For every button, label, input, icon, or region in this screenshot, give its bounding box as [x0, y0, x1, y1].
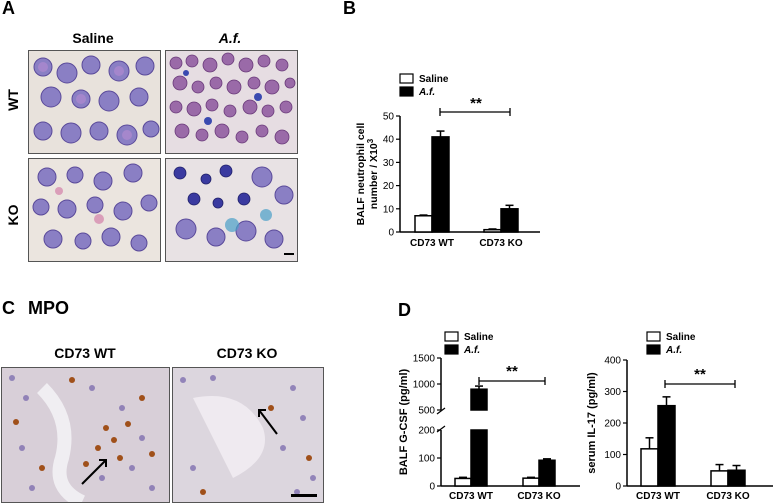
d1-bar-lower-1-0: [470, 429, 488, 487]
2-legend-label-0: Saline: [666, 332, 696, 343]
b-ytick-label-5: 50: [383, 112, 395, 123]
0-legend-swatch-1: [399, 86, 414, 97]
d2-ytick-label-1: 100: [604, 450, 621, 461]
micrograph-wt-saline-art: [33, 55, 160, 146]
micrograph-ko-af: [165, 158, 298, 262]
2-legend-swatch-1: [646, 344, 661, 355]
b-bar-0-1: [483, 228, 502, 233]
b-ytick-label-1: 10: [383, 204, 395, 215]
d2-bar-0-1: [710, 470, 729, 487]
0-legend-label-0: Saline: [419, 74, 449, 85]
b-sig-label: **: [470, 95, 482, 112]
b-bar-0-0: [414, 215, 433, 233]
0-legend-swatch-0: [399, 73, 414, 84]
b-ytick-label-4: 40: [383, 135, 395, 146]
b-ylabel-sup: 3: [366, 138, 375, 143]
d1-ytick-label-1: 100: [418, 454, 435, 465]
chart-d2: Saline A.f. 0 100 200 300 400 serum IL-17 (pg/m…: [586, 331, 773, 502]
d1-bar-0-1: [522, 477, 540, 487]
d1-ytick-label-5: 1500: [413, 354, 436, 365]
d2-ytick-label-3: 300: [604, 387, 621, 398]
b-xlabel-1: CD73 KO: [479, 238, 523, 249]
panel-c-col-wt: CD73 WT: [54, 345, 116, 361]
micrograph-mpo-wt: [1, 367, 170, 503]
d2-xlabel-0: CD73 WT: [636, 491, 680, 502]
micrograph-mpo-ko-art: [180, 375, 317, 497]
panel-c-col-ko: CD73 KO: [216, 345, 278, 361]
b-ytick-label-0: 0: [388, 228, 394, 239]
d1-xlabel-1: CD73 KO: [517, 491, 561, 502]
d2-bar-1-1: [727, 469, 746, 487]
b-ylabel-line1: BALF neutrophil cell: [355, 123, 367, 226]
panel-d-letter: D: [398, 300, 411, 320]
2-legend-swatch-0: [646, 331, 661, 342]
d2-bar-1-0: [657, 404, 676, 487]
d2-ytick-label-4: 400: [604, 356, 621, 367]
b-bar-1-1: [500, 208, 519, 233]
d1-break-upper: [436, 407, 446, 415]
d1-ytick-label-2: 200: [418, 426, 435, 437]
b-ylabel-line2: number / X103: [366, 138, 380, 209]
1-legend-label-1: A.f.: [463, 345, 480, 356]
1-legend-label-0: Saline: [464, 332, 494, 343]
d1-sig-label: **: [506, 363, 518, 380]
micrograph-wt-saline: [28, 50, 161, 154]
d1-break-lower: [436, 425, 446, 433]
panel-a-col-saline: Saline: [72, 30, 114, 46]
b-xlabel-0: CD73 WT: [410, 238, 454, 249]
0-legend-label-1: A.f.: [418, 87, 435, 98]
b-ytick-label-2: 20: [383, 181, 395, 192]
d2-ylabel: serum IL-17 (pg/ml): [586, 372, 598, 474]
d2-sig-label: **: [694, 366, 706, 383]
chart-b: Saline A.f. 0 10 20 30 40 50 BALF neutrophil cel…: [355, 73, 540, 249]
d1-ytick-label-4: 1000: [413, 380, 436, 391]
micrograph-mpo-wt-art: [9, 375, 155, 502]
1-legend-swatch-1: [444, 344, 459, 355]
micrograph-ko-saline: [28, 158, 161, 262]
micrograph-wt-af: [165, 50, 298, 154]
panel-a-row-ko: KO: [5, 204, 21, 226]
1-legend-swatch-0: [444, 331, 459, 342]
d2-xlabel-1: CD73 KO: [706, 491, 750, 502]
micrograph-mpo-ko: [172, 367, 324, 503]
d1-ytick-label-3: 500: [418, 406, 435, 417]
d1-bar-upper-1-0: [470, 388, 488, 411]
d1-ytick-label-0: 0: [429, 482, 435, 493]
micrograph-ko-af-art: [173, 164, 294, 255]
panel-c-letter: C: [2, 298, 15, 318]
panel-b-letter: B: [343, 0, 356, 18]
micrograph-wt-af-art: [169, 52, 296, 145]
d1-bar-1-1: [538, 459, 556, 487]
b-bar-1-0: [431, 136, 450, 233]
d2-ytick-label-0: 0: [615, 482, 621, 493]
panel-a-letter: A: [2, 0, 15, 18]
2-legend-label-1: A.f.: [665, 345, 682, 356]
d2-ytick-label-2: 200: [604, 419, 621, 430]
panel-a-row-wt: WT: [5, 89, 21, 111]
d1-bar-0-0: [454, 477, 472, 487]
d1-xlabel-0: CD73 WT: [449, 491, 493, 502]
b-ytick-label-3: 30: [383, 158, 395, 169]
d1-ylabel: BALF G-CSF (pg/ml): [398, 369, 410, 476]
panel-a-col-af: A.f.: [218, 30, 242, 46]
micrograph-ko-saline-art: [32, 163, 158, 252]
d2-bar-0-0: [640, 448, 659, 487]
panel-c-stain-label: MPO: [28, 298, 70, 318]
